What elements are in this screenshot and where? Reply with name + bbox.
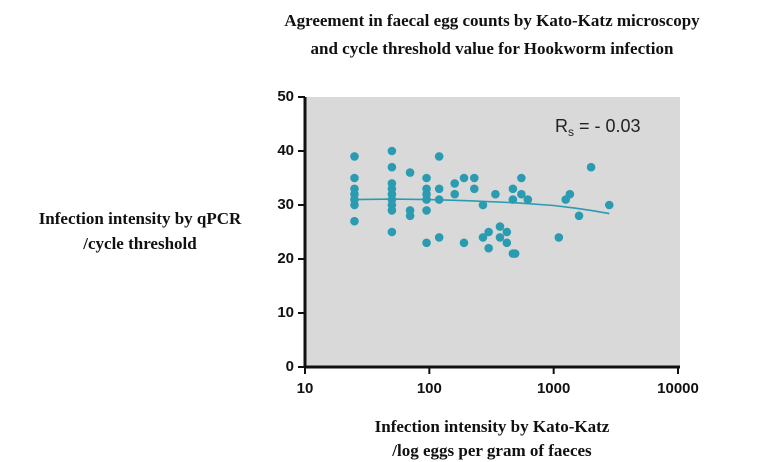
x-tick-label: 1000 bbox=[537, 380, 570, 397]
data-point bbox=[434, 233, 444, 242]
data-point bbox=[350, 152, 359, 161]
data-point bbox=[387, 146, 397, 156]
annotation-text: = - 0.03 bbox=[574, 116, 641, 136]
data-point bbox=[523, 195, 533, 204]
data-point bbox=[450, 179, 460, 188]
annotation-subscript: s bbox=[568, 125, 574, 139]
data-point bbox=[586, 162, 596, 172]
chart-title: and cycle threshold value for Hookworm i… bbox=[311, 39, 675, 58]
data-point bbox=[484, 227, 493, 237]
y-tick-label: 50 bbox=[277, 88, 294, 105]
data-point bbox=[434, 184, 444, 194]
y-tick-label: 0 bbox=[286, 358, 294, 375]
data-point bbox=[470, 184, 479, 194]
x-tick-label: 10 bbox=[297, 380, 314, 397]
annotation: Rs = - 0.03 bbox=[555, 116, 641, 139]
data-point bbox=[517, 189, 526, 199]
data-point bbox=[502, 238, 512, 248]
data-point bbox=[350, 200, 359, 210]
y-axis-label: Infection intensity by qPCR bbox=[39, 209, 242, 228]
fit-line bbox=[354, 198, 610, 215]
data-point bbox=[565, 189, 575, 199]
data-point bbox=[470, 173, 479, 183]
y-axis-label: /cycle threshold bbox=[82, 234, 197, 253]
x-tick-label: 10000 bbox=[657, 380, 699, 397]
data-point bbox=[508, 195, 518, 204]
data-point bbox=[387, 162, 397, 172]
x-tick-label: 100 bbox=[417, 380, 442, 397]
y-tick-label: 30 bbox=[277, 196, 294, 213]
annotation-text: R bbox=[555, 116, 568, 136]
data-point bbox=[350, 173, 359, 183]
data-point bbox=[422, 238, 431, 248]
data-point bbox=[478, 200, 488, 210]
data-point bbox=[350, 216, 359, 226]
data-point bbox=[491, 189, 500, 199]
y-tick-label: 40 bbox=[277, 142, 294, 159]
data-point bbox=[510, 249, 520, 258]
y-tick-label: 20 bbox=[277, 250, 294, 267]
data-point bbox=[459, 173, 469, 183]
data-point bbox=[604, 200, 614, 210]
data-point bbox=[422, 173, 431, 183]
y-tick-label: 10 bbox=[277, 304, 294, 321]
data-point bbox=[387, 227, 397, 237]
data-point bbox=[484, 243, 493, 253]
data-point bbox=[554, 233, 564, 242]
data-point bbox=[502, 227, 512, 237]
data-point bbox=[450, 189, 460, 199]
data-point bbox=[478, 233, 488, 242]
data-point bbox=[517, 173, 526, 183]
data-point bbox=[405, 168, 415, 177]
data-point bbox=[574, 211, 584, 221]
chart-title: Agreement in faecal egg counts by Kato-K… bbox=[284, 11, 700, 30]
data-point bbox=[422, 206, 431, 215]
data-point bbox=[405, 211, 415, 221]
data-point bbox=[495, 222, 505, 231]
data-point bbox=[508, 184, 518, 194]
data-point bbox=[459, 238, 469, 248]
x-axis-label: Infection intensity by Kato-Katz bbox=[375, 417, 610, 436]
data-point bbox=[387, 206, 397, 215]
x-axis-label: /log eggs per gram of faeces bbox=[391, 441, 592, 460]
data-point bbox=[434, 152, 444, 161]
data-point bbox=[495, 233, 505, 242]
